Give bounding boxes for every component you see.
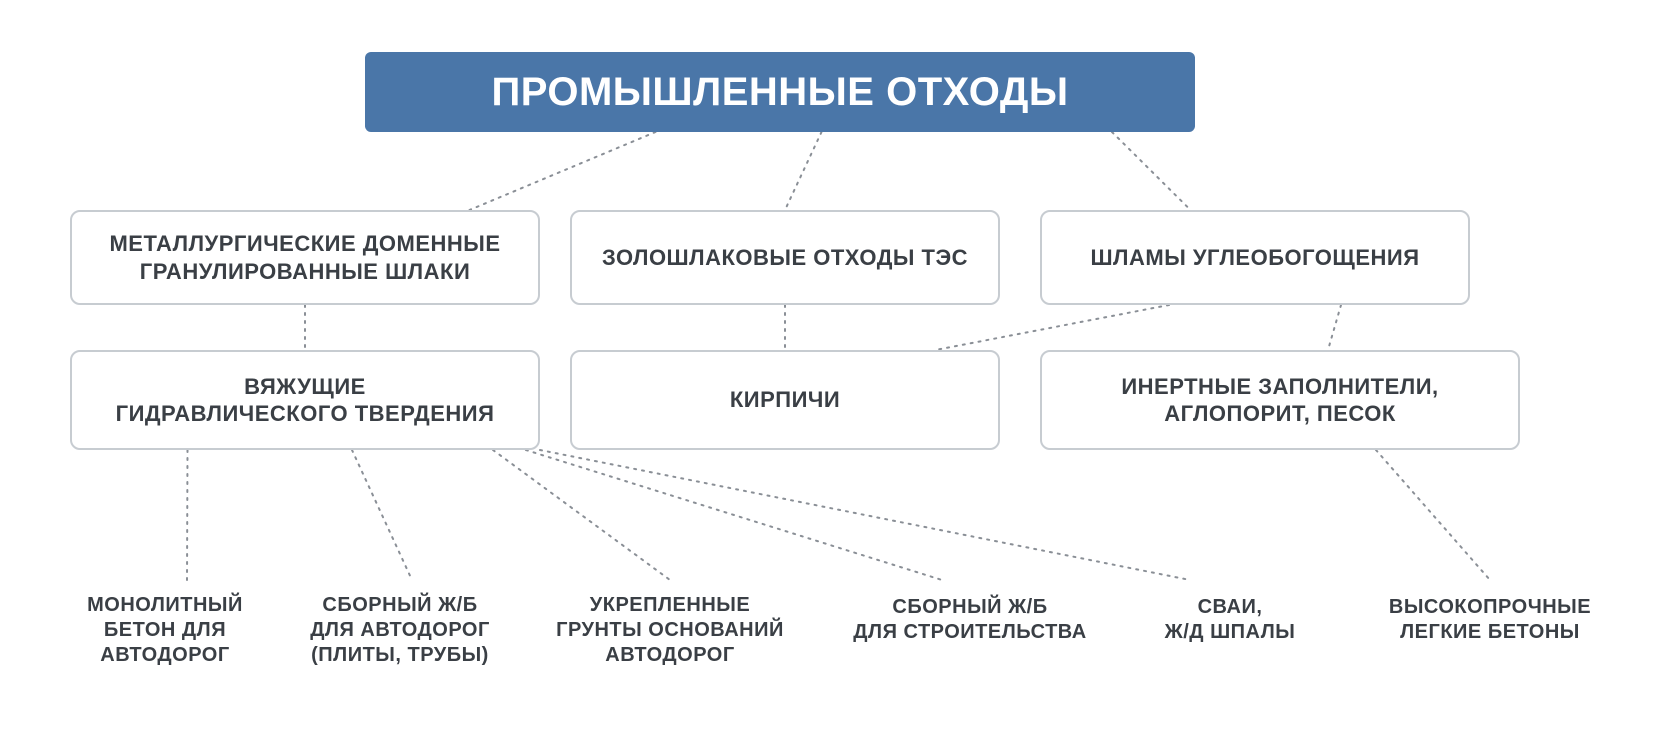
node-l1a: МЕТАЛЛУРГИЧЕСКИЕ ДОМЕННЫЕ ГРАНУЛИРОВАННЫ… xyxy=(70,210,540,305)
node-label: ШЛАМЫ УГЛЕОБОГОЩЕНИЯ xyxy=(1090,244,1419,272)
node-l2c: ИНЕРТНЫЕ ЗАПОЛНИТЕЛИ, АГЛОПОРИТ, ПЕСОК xyxy=(1040,350,1520,450)
node-l3c: УКРЕПЛЕННЫЕ ГРУНТЫ ОСНОВАНИЙ АВТОДОРОГ xyxy=(530,580,810,680)
edge xyxy=(936,305,1170,350)
node-label: МЕТАЛЛУРГИЧЕСКИЕ ДОМЕННЫЕ ГРАНУЛИРОВАННЫ… xyxy=(109,230,500,285)
node-label: ЗОЛОШЛАКОВЫЕ ОТХОДЫ ТЭС xyxy=(602,244,968,272)
node-l3d: СБОРНЫЙ Ж/Б ДЛЯ СТРОИТЕЛЬСТВА xyxy=(830,580,1110,660)
edge xyxy=(1328,305,1341,350)
edge xyxy=(785,132,822,210)
edge xyxy=(526,450,942,580)
edge xyxy=(352,450,412,580)
edge xyxy=(540,450,1190,580)
node-label: КИРПИЧИ xyxy=(730,386,840,414)
node-label: ПРОМЫШЛЕННЫЕ ОТХОДЫ xyxy=(491,67,1068,117)
node-l3a: МОНОЛИТНЫЙ БЕТОН ДЛЯ АВТОДОРОГ xyxy=(55,580,275,680)
edge xyxy=(1112,132,1191,210)
edge xyxy=(187,450,188,580)
node-label: ВЯЖУЩИЕ ГИДРАВЛИЧЕСКОГО ТВЕРДЕНИЯ xyxy=(116,373,495,428)
edge xyxy=(1376,450,1490,580)
node-label: СБОРНЫЙ Ж/Б ДЛЯ АВТОДОРОГ (ПЛИТЫ, ТРУБЫ) xyxy=(310,593,490,668)
edge xyxy=(470,132,656,210)
node-root: ПРОМЫШЛЕННЫЕ ОТХОДЫ xyxy=(365,52,1195,132)
node-l2a: ВЯЖУЩИЕ ГИДРАВЛИЧЕСКОГО ТВЕРДЕНИЯ xyxy=(70,350,540,450)
node-label: ВЫСОКОПРОЧНЫЕ ЛЕГКИЕ БЕТОНЫ xyxy=(1389,595,1591,645)
node-label: УКРЕПЛЕННЫЕ ГРУНТЫ ОСНОВАНИЙ АВТОДОРОГ xyxy=(556,593,784,668)
node-label: СБОРНЫЙ Ж/Б ДЛЯ СТРОИТЕЛЬСТВА xyxy=(853,595,1086,645)
node-l2b: КИРПИЧИ xyxy=(570,350,1000,450)
node-label: ИНЕРТНЫЕ ЗАПОЛНИТЕЛИ, АГЛОПОРИТ, ПЕСОК xyxy=(1121,373,1438,428)
node-label: МОНОЛИТНЫЙ БЕТОН ДЛЯ АВТОДОРОГ xyxy=(87,593,243,668)
diagram-canvas: ПРОМЫШЛЕННЫЕ ОТХОДЫ МЕТАЛЛУРГИЧЕСКИЕ ДОМЕ… xyxy=(0,0,1680,756)
node-label: СВАИ, Ж/Д ШПАЛЫ xyxy=(1165,595,1296,645)
node-l3e: СВАИ, Ж/Д ШПАЛЫ xyxy=(1130,580,1330,660)
node-l3f: ВЫСОКОПРОЧНЫЕ ЛЕГКИЕ БЕТОНЫ xyxy=(1350,580,1630,660)
node-l1b: ЗОЛОШЛАКОВЫЕ ОТХОДЫ ТЭС xyxy=(570,210,1000,305)
node-l1c: ШЛАМЫ УГЛЕОБОГОЩЕНИЯ xyxy=(1040,210,1470,305)
edge xyxy=(493,450,670,580)
node-l3b: СБОРНЫЙ Ж/Б ДЛЯ АВТОДОРОГ (ПЛИТЫ, ТРУБЫ) xyxy=(280,580,520,680)
